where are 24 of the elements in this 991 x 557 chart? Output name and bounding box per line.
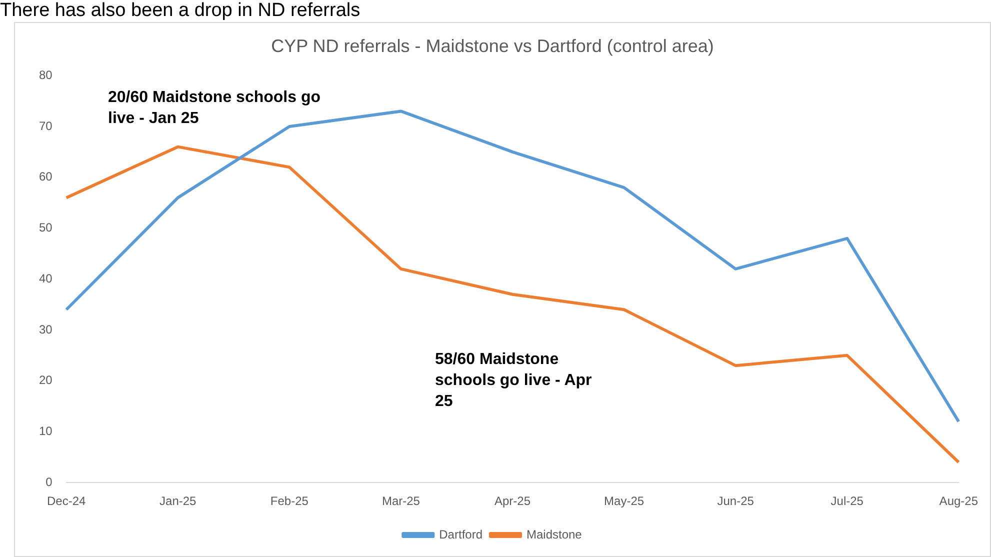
y-tick-label: 20 [38, 373, 53, 388]
annotation: 58/60 Maidstone schools go live - Apr 25 [435, 350, 593, 412]
legend-label: Maidstone [526, 527, 582, 542]
x-tick-label: Jul-25 [830, 494, 864, 508]
y-tick-label: 40 [38, 271, 53, 286]
x-tick-label: Mar-25 [382, 494, 420, 508]
text: There has also been a drop in ND referrals [0, 0, 360, 22]
y-tick-label: 80 [38, 68, 53, 82]
x-tick-label: Aug-25 [939, 494, 978, 508]
x-tick-label: Jun-25 [717, 494, 754, 508]
x-tick-label: Apr-25 [494, 494, 531, 508]
legend-label: Dartford [439, 527, 483, 542]
x-tick-label: Dec-24 [47, 494, 86, 508]
chart-title: CYP ND referrals - Maidstone vs Dartford (control area) [271, 36, 714, 56]
x-tick-label: Jan-25 [160, 494, 197, 508]
y-tick-label: 0 [46, 474, 53, 489]
y-tick-label: 30 [38, 322, 53, 336]
x-tick-label: Feb-25 [270, 494, 309, 508]
y-tick-label: 10 [38, 424, 53, 438]
annotation: 20/60 Maidstone schools go live - Jan 25 [108, 88, 322, 129]
y-tick-label: 70 [38, 118, 53, 133]
x-tick-label: May-25 [604, 494, 644, 508]
y-tick-label: 50 [38, 220, 53, 235]
y-tick-label: 60 [38, 170, 53, 184]
